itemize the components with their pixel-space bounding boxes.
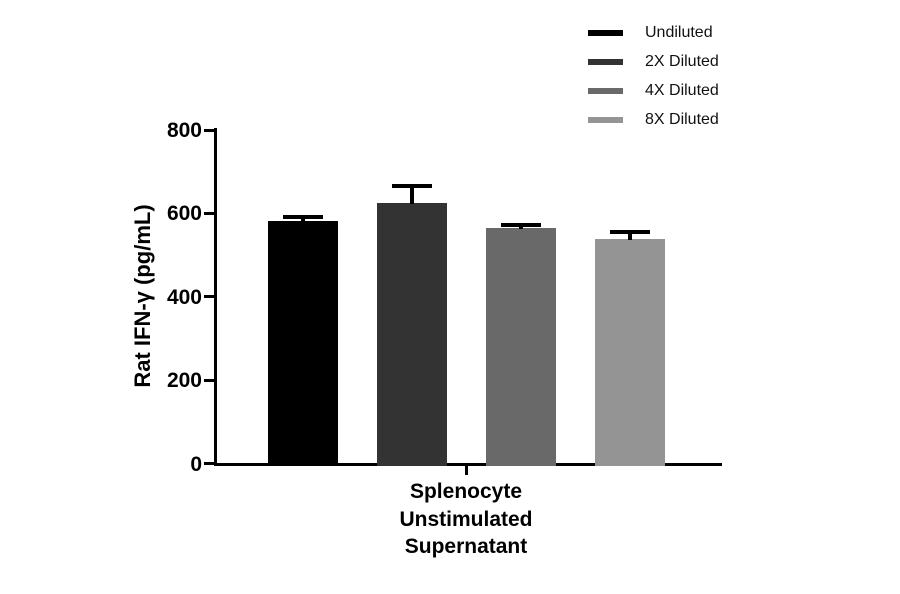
- x-axis-label-line: Supernatant: [404, 535, 528, 558]
- y-tick-mark: [204, 295, 214, 299]
- bar-8x-diluted: [595, 239, 665, 466]
- error-bar-stem: [628, 232, 632, 241]
- bar-2x-diluted: [377, 202, 447, 466]
- error-bar-stem: [410, 185, 414, 204]
- y-tick-label: 800: [166, 119, 202, 142]
- x-axis-tick: [465, 466, 468, 475]
- error-bar-cap: [610, 230, 650, 235]
- legend-swatch: [588, 30, 623, 36]
- y-axis-line: [214, 128, 217, 466]
- legend-item-2x-diluted: 2X Diluted: [588, 52, 719, 72]
- y-tick-mark: [204, 378, 214, 382]
- error-bar-cap: [392, 183, 432, 188]
- bar-undiluted: [268, 220, 338, 466]
- x-axis-line: [214, 463, 722, 466]
- legend-swatch: [588, 117, 623, 123]
- y-tick-label: 400: [166, 285, 202, 309]
- legend-swatch: [588, 88, 623, 94]
- y-tick-label: 600: [166, 202, 202, 226]
- y-tick-mark: [204, 462, 214, 465]
- x-axis-label: Splenocyte Unstimulated Supernatant: [336, 478, 596, 561]
- error-bar-cap: [283, 215, 323, 220]
- legend-label: Undiluted: [645, 24, 713, 41]
- x-axis-label-line: Unstimulated: [399, 507, 533, 531]
- legend-label: 4X Diluted: [645, 82, 719, 99]
- legend-label: 8X Diluted: [645, 111, 719, 128]
- bar-4x-diluted: [486, 227, 556, 466]
- y-tick-mark: [204, 128, 214, 132]
- y-tick-label: 200: [166, 369, 202, 393]
- legend-item-8x-diluted: 8X Diluted: [588, 110, 719, 130]
- legend-item-undiluted: Undiluted: [588, 23, 713, 43]
- legend-item-4x-diluted: 4X Diluted: [588, 81, 719, 101]
- error-bar-cap: [501, 223, 541, 228]
- x-axis-label-line: Splenocyte: [409, 480, 523, 503]
- error-bar-stem: [301, 217, 305, 222]
- legend-swatch: [588, 59, 623, 65]
- y-tick-mark: [204, 211, 214, 215]
- legend-label: 2X Diluted: [645, 53, 719, 70]
- y-tick-label: 0: [190, 452, 202, 476]
